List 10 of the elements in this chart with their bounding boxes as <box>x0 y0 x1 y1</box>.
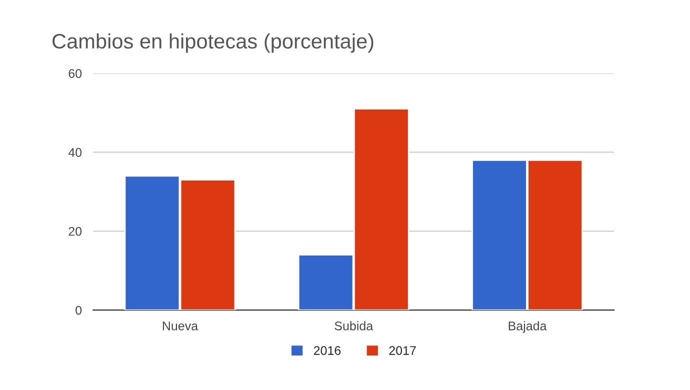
x-tick-label: Nueva <box>162 322 198 330</box>
legend-label: 2017 <box>389 346 416 355</box>
legend-label: 2016 <box>314 346 341 355</box>
y-tick-label: 20 <box>68 226 82 236</box>
y-tick-label: 60 <box>68 69 82 78</box>
y-tick-label: 0 <box>76 306 82 315</box>
y-tick-label: 40 <box>68 148 82 157</box>
x-tick-label: Subida <box>334 321 374 330</box>
chart-title: Cambios en hipotecas (porcentaje) <box>52 33 374 53</box>
x-tick-label: Bajada <box>508 321 547 333</box>
